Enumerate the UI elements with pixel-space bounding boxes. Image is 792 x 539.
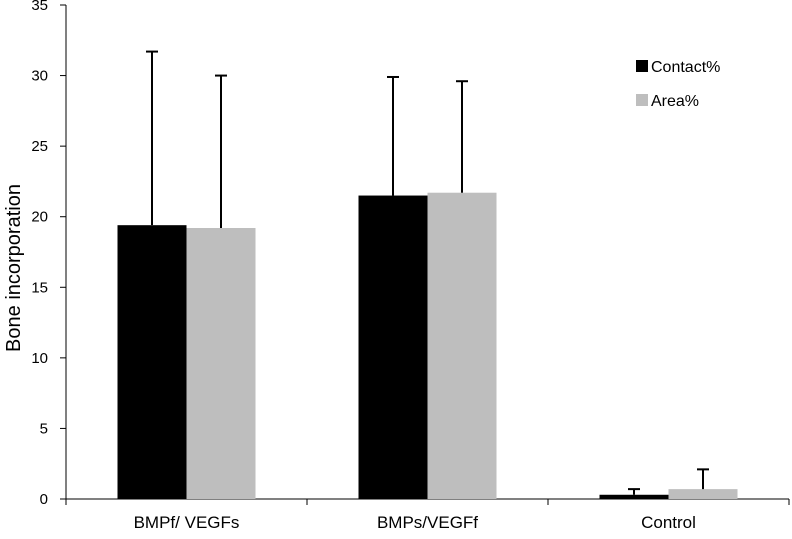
bar-area (427, 192, 497, 499)
y-tick-label: 15 (31, 279, 48, 296)
legend-swatch (636, 94, 648, 106)
tick-labels: 0 5 10 15 20 25 30 35 BMPf/ VEGFs BMPs/VEGFf Contr… (31, 0, 696, 532)
legend: Contact% Area% (636, 59, 720, 110)
y-tick-label: 10 (31, 350, 48, 367)
y-tick-label: 20 (31, 209, 48, 226)
bars (117, 192, 738, 500)
x-category-label: BMPf/ VEGFs (134, 513, 240, 532)
bar-area (668, 489, 738, 499)
x-category-label: BMPs/VEGFf (377, 513, 478, 532)
bar-area (186, 228, 256, 499)
y-tick-label: 25 (31, 138, 48, 155)
bar-contact (358, 195, 428, 500)
bar-contact (599, 494, 669, 499)
y-tick-label: 35 (31, 0, 48, 14)
x-category-label: Control (641, 513, 696, 532)
bar-contact (117, 225, 187, 499)
legend-swatch (636, 60, 648, 72)
y-axis-title: Bone incorporation (3, 184, 25, 352)
y-tick-label: 5 (40, 420, 48, 437)
y-tick-label: 0 (40, 491, 48, 508)
y-tick-label: 30 (31, 68, 48, 85)
legend-label: Area% (651, 93, 699, 110)
error-bars (146, 50, 709, 495)
legend-label: Contact% (651, 59, 720, 76)
